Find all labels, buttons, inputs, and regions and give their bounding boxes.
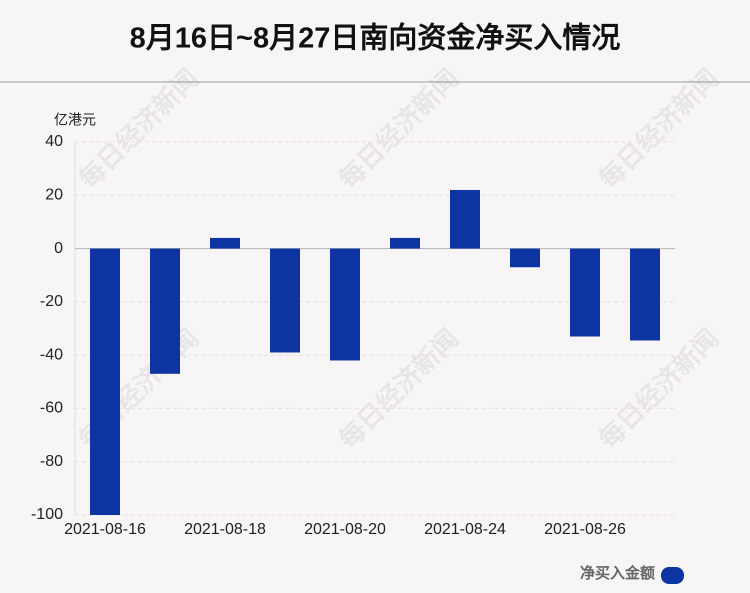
x-tick-label: 2021-08-26 <box>544 521 626 538</box>
bar <box>150 248 180 374</box>
bar <box>510 248 540 268</box>
y-tick-label: -100 <box>31 506 63 523</box>
bar <box>330 248 360 361</box>
x-tick-label: 2021-08-16 <box>64 521 146 538</box>
y-tick-label: -60 <box>40 400 63 417</box>
x-tick-label: 2021-08-20 <box>304 521 386 538</box>
y-tick-label: -20 <box>40 293 63 310</box>
y-tick-label: 40 <box>45 133 63 150</box>
y-tick-label: -40 <box>40 346 63 363</box>
bar <box>390 237 420 249</box>
legend-label: 净买入金额 <box>580 564 655 582</box>
y-unit: 亿港元 <box>54 112 96 128</box>
bar <box>270 248 300 353</box>
bar <box>570 248 600 337</box>
bar <box>450 189 480 249</box>
legend-swatch <box>661 567 684 584</box>
x-tick-label: 2021-08-18 <box>184 521 266 538</box>
y-tick-label: 20 <box>45 187 63 204</box>
x-tick-label: 2021-08-24 <box>424 521 506 538</box>
y-tick-label: -80 <box>40 453 63 470</box>
bar <box>210 237 240 249</box>
bar <box>630 248 660 341</box>
bar <box>90 248 120 516</box>
chart-title: 8月16日~8月27日南向资金净买入情况 <box>130 21 621 55</box>
y-tick-label: 0 <box>54 240 63 257</box>
